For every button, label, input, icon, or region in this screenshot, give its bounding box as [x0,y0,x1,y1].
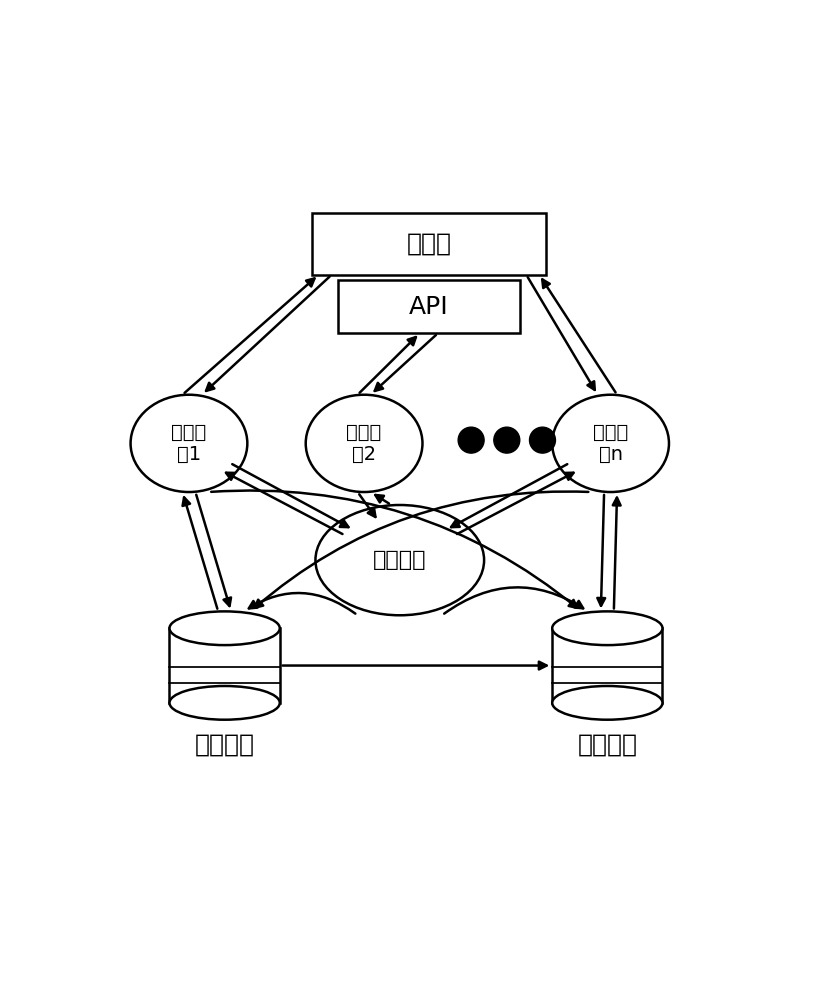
Text: 接入进
程2: 接入进 程2 [346,423,381,464]
Circle shape [457,427,483,453]
Circle shape [529,427,555,453]
Text: API: API [409,295,448,319]
Text: 接入进
程1: 接入进 程1 [171,423,206,464]
Text: 请求端: 请求端 [406,232,451,256]
Bar [338,280,519,333]
Circle shape [493,427,519,453]
Bar [312,213,545,275]
Ellipse shape [315,505,483,615]
Text: 总控进程: 总控进程 [373,550,426,570]
Text: 第一节点: 第一节点 [195,733,254,757]
Ellipse shape [552,395,668,492]
Ellipse shape [552,686,662,720]
Ellipse shape [305,395,422,492]
Ellipse shape [169,611,279,645]
Ellipse shape [130,395,247,492]
Ellipse shape [552,611,662,645]
Text: 接入进
程n: 接入进 程n [592,423,628,464]
Bar [169,628,279,703]
Ellipse shape [169,686,279,720]
Text: 第二节点: 第二节点 [577,733,636,757]
Bar [552,628,662,703]
